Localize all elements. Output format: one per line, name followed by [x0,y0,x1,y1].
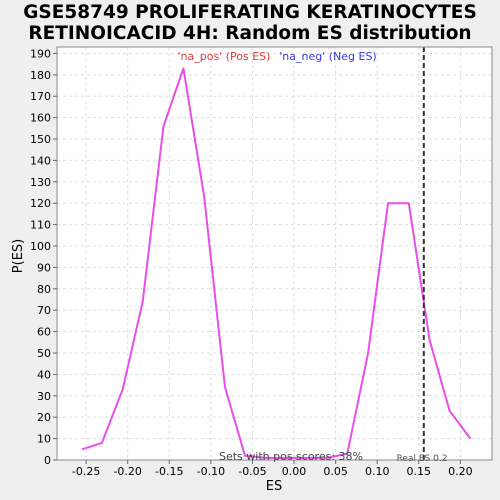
y-tick-label: 110 [30,219,51,232]
y-tick-label: 120 [30,197,51,210]
y-tick-label: 10 [37,433,51,446]
x-tick-label: -0.15 [155,465,183,478]
y-tick-label: 30 [37,390,51,403]
y-tick-label: 70 [37,304,51,317]
y-tick-label: 50 [37,347,51,360]
grid-lines [57,47,492,461]
series-group [81,67,472,459]
x-tick-label: 0.15 [407,465,432,478]
x-tick-label: 0.00 [282,465,307,478]
y-tick-label: 140 [30,154,51,167]
y-tick-label: 160 [30,112,51,125]
y-axis: 0 10 20 30 40 50 60 70 80 90 100 110 120 130 140 150 160… [30,47,57,467]
y-tick-label: 80 [37,283,51,296]
legend-pos-label: 'na_pos' (Pos ES) [178,50,271,63]
x-tick-label: -0.20 [113,465,141,478]
legend-neg-label: 'na_neg' (Neg ES) [279,50,376,63]
plot-frame [56,46,493,461]
annotation-text: Sets with pos scores: 38% [219,450,363,463]
y-tick-label: 150 [30,133,51,146]
x-axis-label: ES [266,479,282,494]
x-tick-label: 0.20 [448,465,473,478]
x-tick-label: 0.10 [365,465,390,478]
y-tick-label: 20 [37,411,51,424]
x-tick-label: -0.10 [197,465,225,478]
y-tick-label: 0 [44,454,51,467]
x-tick-label: 0.05 [323,465,348,478]
real-es-label: Real ES 0.2 [397,454,448,464]
y-axis-label: P(ES) [11,239,26,273]
y-tick-label: 130 [30,176,51,189]
y-tick-label: 180 [30,69,51,82]
y-tick-label: 60 [37,326,51,339]
y-tick-label: 170 [30,90,51,103]
y-tick-label: 100 [30,240,51,253]
chart-title-line2: RETINOICACID 4H: Random ES distribution [28,23,472,44]
y-tick-label: 190 [30,47,51,60]
x-tick-label: -0.05 [238,465,266,478]
es-distribution-line [81,67,472,459]
y-tick-label: 40 [37,368,51,381]
plot-area [57,47,492,460]
x-tick-label: -0.25 [72,465,100,478]
y-tick-label: 90 [37,261,51,274]
x-axis: -0.25 -0.20 -0.15 -0.10 -0.05 0.00 0.05 0.10 0.1… [72,460,473,478]
chart-title-line1: GSE58749 PROLIFERATING KERATINOCYTES [23,2,477,23]
